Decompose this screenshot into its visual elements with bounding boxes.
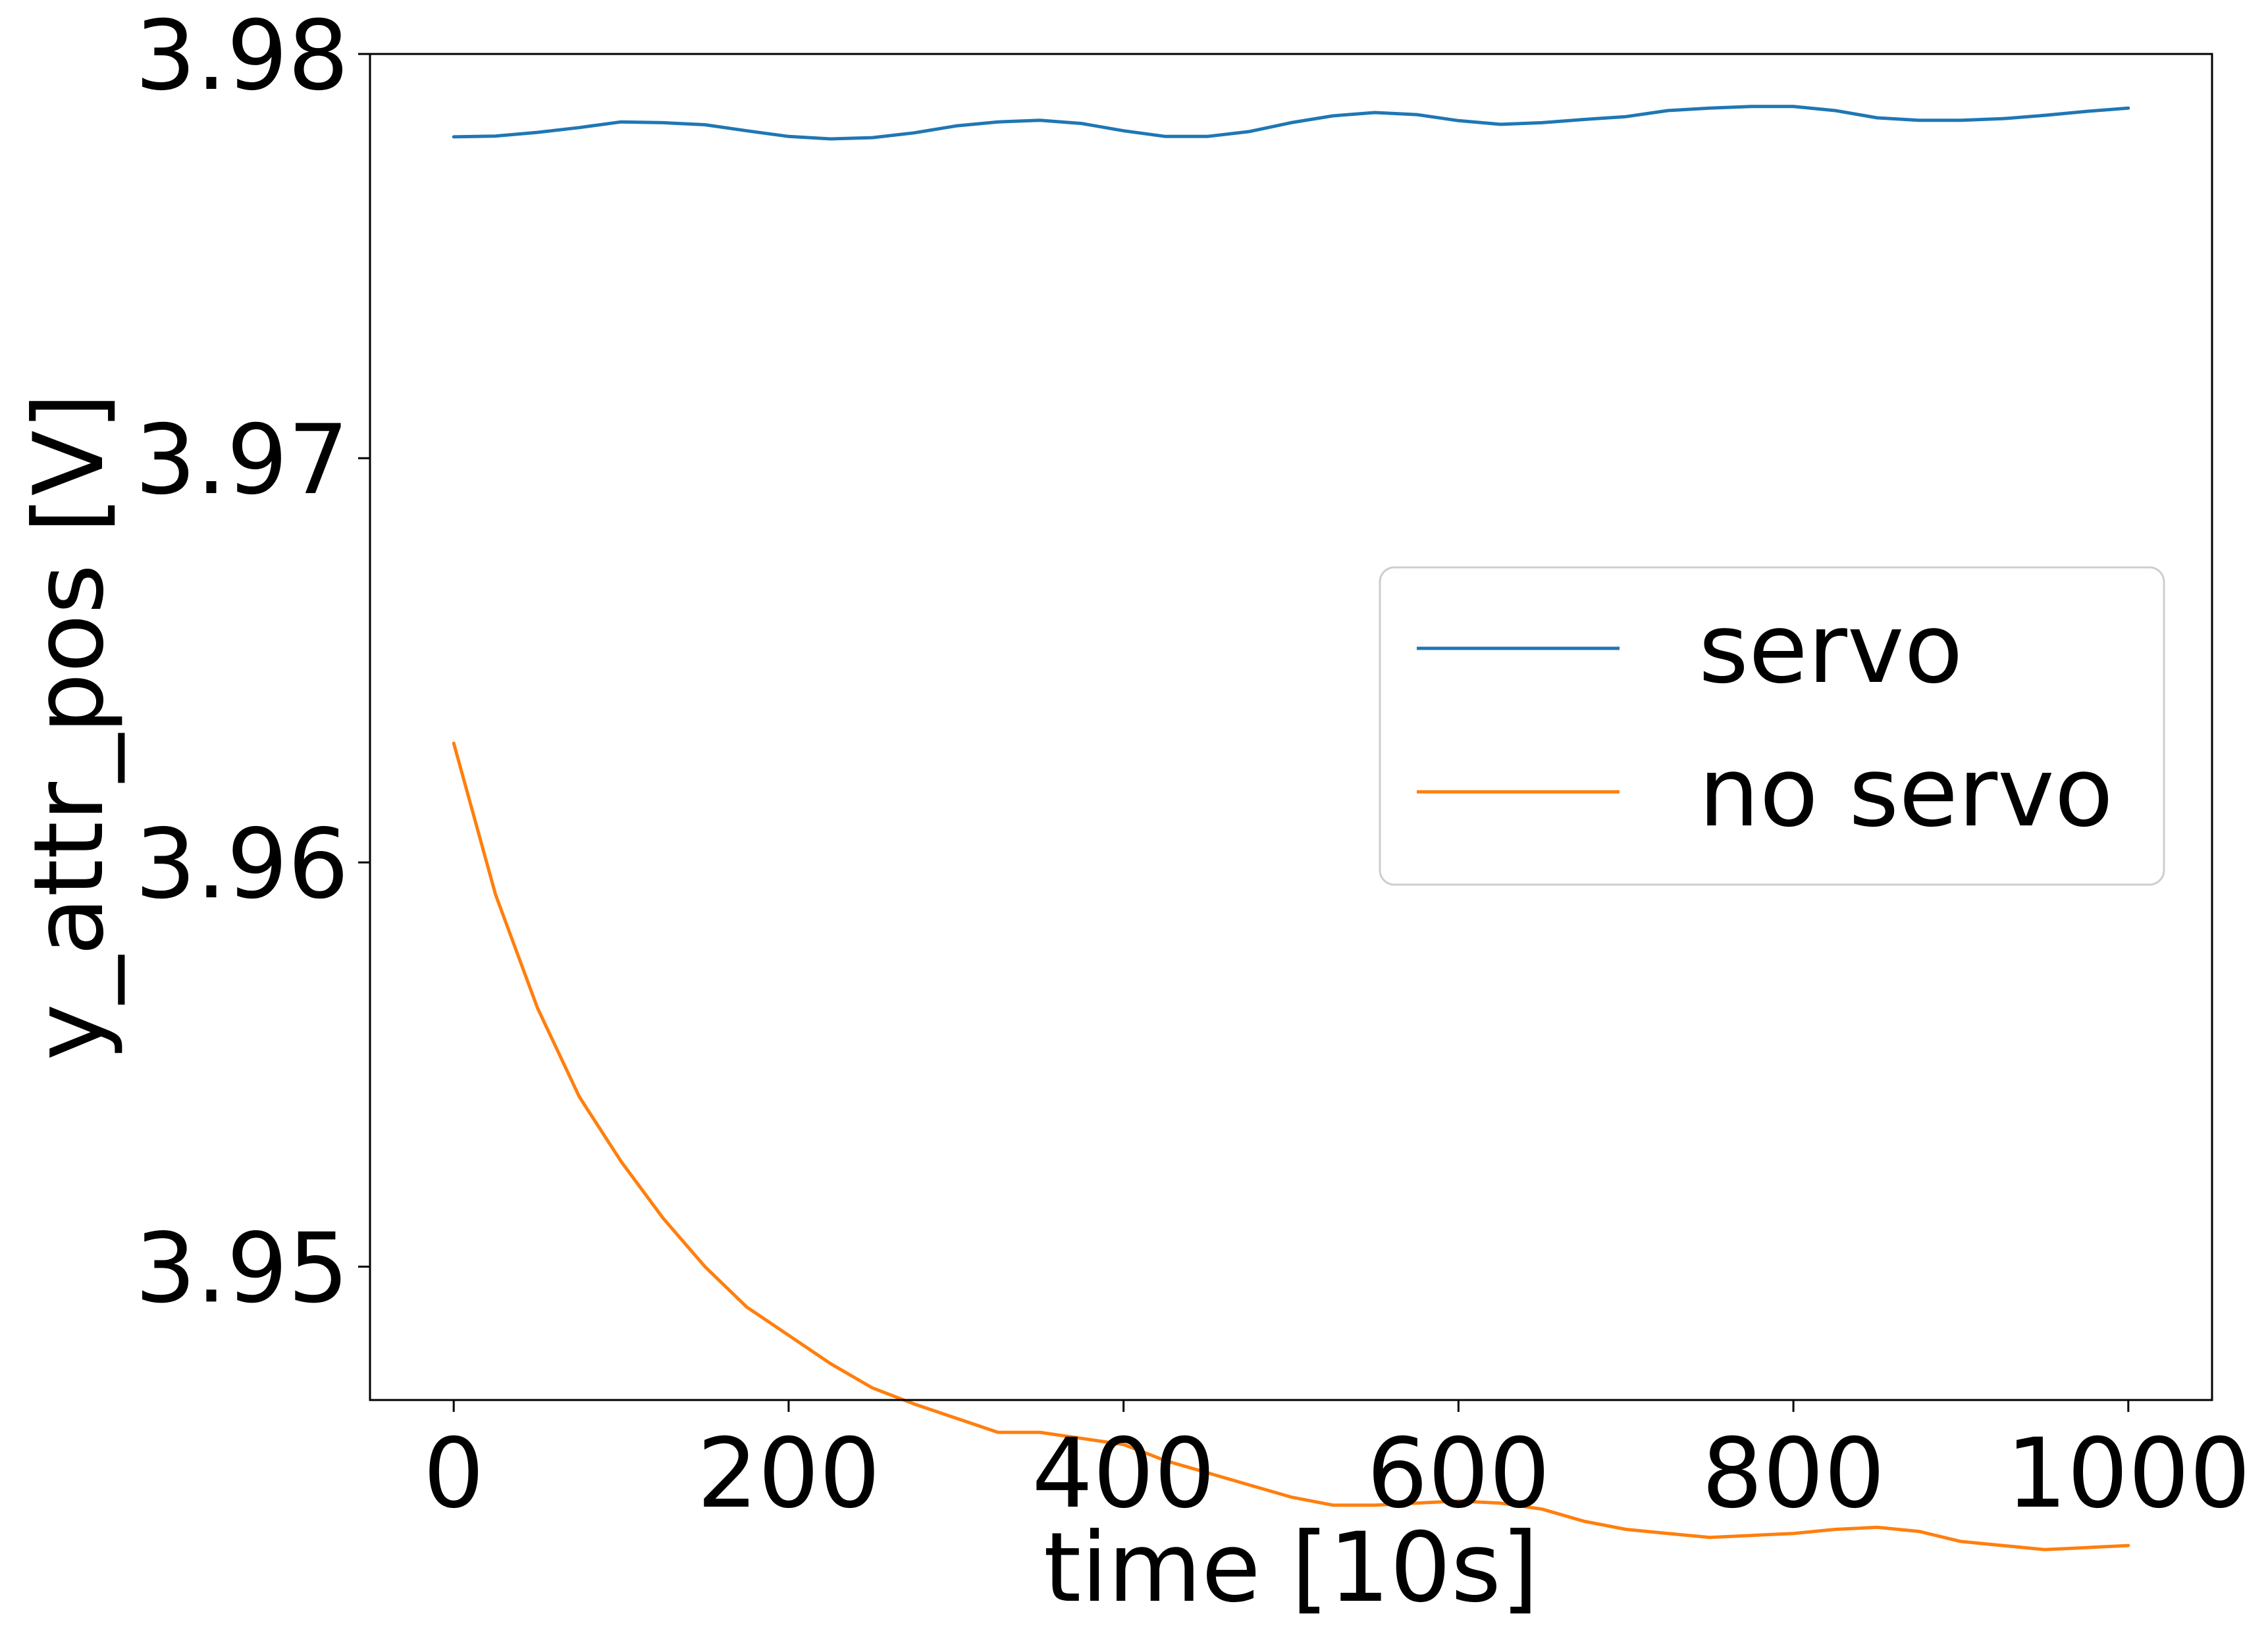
- y-tick-label: 3.96: [135, 808, 349, 920]
- y-tick-label: 3.97: [135, 404, 349, 516]
- axes-frame: [369, 53, 2213, 1401]
- x-axis-label: time [10s]: [1043, 1512, 1539, 1624]
- y-tick-label: 3.98: [135, 0, 349, 112]
- y-tick-label: 3.95: [135, 1212, 349, 1324]
- legend-label-no-servo: no servo: [1699, 737, 2113, 848]
- series-line-no-servo: [452, 741, 2130, 1551]
- x-tick-label: 800: [1702, 1418, 1886, 1530]
- x-tick-label: 400: [1032, 1418, 1215, 1530]
- series-line-servo: [452, 105, 2130, 141]
- series-layer: [452, 105, 2130, 1551]
- x-axis: 0 200 400 600 800 1000: [423, 1400, 2251, 1530]
- x-tick-label: 0: [423, 1418, 485, 1530]
- y-axis-label: y_attr_pos [V]: [13, 393, 125, 1061]
- x-tick-label: 200: [697, 1418, 881, 1530]
- y-axis: 3.95 3.96 3.97 3.98: [135, 0, 370, 1324]
- legend: servo no servo: [1379, 566, 2165, 886]
- legend-label-servo: servo: [1699, 593, 1963, 705]
- x-tick-label: 600: [1367, 1418, 1550, 1530]
- x-tick-label: 1000: [2006, 1418, 2251, 1530]
